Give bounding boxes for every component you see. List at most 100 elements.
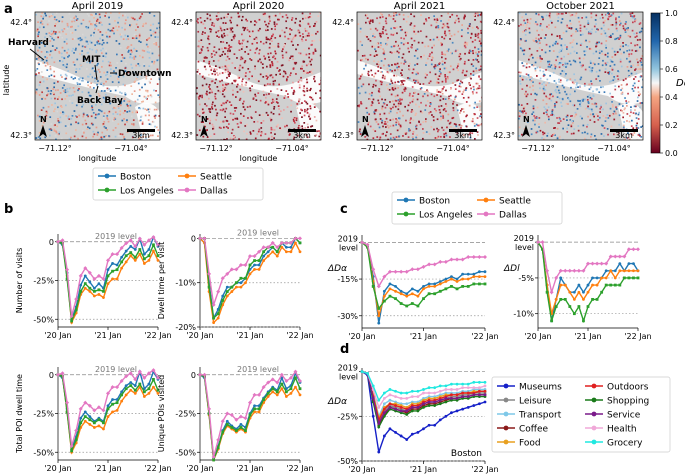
map-dot: [575, 83, 578, 86]
map-dot: [299, 25, 302, 27]
map-dot: [639, 60, 642, 62]
map-dot: [374, 72, 377, 75]
map-dot: [605, 102, 607, 105]
map-dot: [140, 134, 142, 136]
map-dot: [436, 36, 439, 39]
map-dot: [537, 38, 540, 40]
map-dot: [419, 83, 421, 85]
map-dot: [102, 42, 105, 44]
data-point: [540, 240, 545, 245]
map-dot: [45, 14, 47, 17]
map-dot: [213, 133, 216, 135]
map-dot: [521, 16, 524, 19]
map-dot: [138, 34, 141, 37]
map-dot: [438, 105, 440, 108]
map-dot: [228, 123, 230, 125]
data-point: [106, 282, 110, 285]
map-dot: [236, 91, 239, 93]
data-point: [234, 281, 238, 285]
map-dot: [273, 23, 276, 25]
map-dot: [123, 98, 126, 100]
map-dot: [91, 67, 94, 70]
map-dot: [313, 25, 316, 27]
data-point: [416, 430, 420, 434]
map-dot: [393, 12, 395, 15]
data-point: [225, 290, 229, 293]
map-dot: [112, 27, 115, 29]
map-dot: [308, 71, 311, 73]
map-dot: [146, 51, 149, 53]
map-dot: [70, 26, 72, 28]
map-dot: [548, 63, 550, 66]
legend-c-frame: [391, 191, 563, 225]
map-dot: [441, 88, 444, 90]
map-dot: [66, 22, 69, 25]
map-dot: [642, 68, 643, 71]
map-dot: [638, 133, 641, 136]
map-dot: [309, 25, 311, 28]
map-dot: [604, 120, 607, 122]
map-dot: [215, 68, 218, 71]
map-dot: [549, 93, 551, 96]
map-dot: [306, 109, 308, 112]
map-dot: [602, 124, 604, 127]
map-dot: [133, 56, 135, 58]
map-dot: [38, 31, 40, 34]
map-dot: [575, 30, 577, 33]
map-dot: [37, 21, 39, 23]
map-dot: [409, 118, 412, 120]
data-point: [554, 305, 558, 308]
map-dot: [463, 111, 465, 113]
data-point: [293, 369, 298, 374]
map-dot: [82, 79, 84, 82]
map-dot: [470, 36, 472, 39]
map-dot: [534, 123, 536, 126]
map-dot: [454, 50, 457, 53]
map-dot: [93, 31, 95, 34]
data-point: [382, 397, 386, 400]
map-dot: [374, 54, 377, 56]
north-arrow-icon: [522, 125, 530, 137]
map-dot: [81, 91, 84, 93]
map-dot: [362, 83, 365, 86]
map-dot: [267, 22, 270, 25]
map-dot: [139, 41, 142, 43]
x-tick-label: '22 Jan: [144, 464, 171, 473]
map-dot: [135, 37, 138, 40]
map-dot: [539, 77, 542, 80]
data-point: [65, 277, 69, 281]
map-dot: [592, 94, 595, 97]
map-dot: [233, 136, 236, 138]
map-dot: [439, 91, 442, 94]
map-dot: [541, 137, 543, 139]
map-dot: [130, 24, 133, 26]
map-dot: [594, 135, 596, 137]
map-dot: [413, 25, 416, 27]
legend-marker: [483, 211, 489, 217]
data-point: [388, 388, 392, 391]
map-dot: [305, 101, 308, 104]
map-dot: [82, 103, 85, 106]
map-dot: [283, 109, 285, 111]
map-dot: [198, 97, 200, 100]
map-dot: [288, 59, 291, 62]
map-dot: [629, 115, 631, 117]
map-dot: [472, 92, 474, 95]
map-dot: [245, 123, 248, 126]
map-dot: [148, 108, 151, 111]
map-dot: [88, 94, 91, 97]
map-dot: [534, 92, 536, 95]
map-dot: [106, 118, 109, 120]
map-dot: [209, 111, 212, 113]
map-dot: [234, 80, 236, 83]
map-dot: [566, 114, 569, 117]
map-dot: [393, 74, 395, 77]
map-dot: [149, 29, 152, 31]
map-dot: [408, 128, 410, 130]
data-point: [262, 254, 266, 258]
map-dot: [378, 102, 380, 104]
map-dot: [396, 119, 398, 121]
series-line: [199, 374, 301, 461]
map-dot: [547, 106, 550, 109]
map-dot: [71, 38, 74, 40]
